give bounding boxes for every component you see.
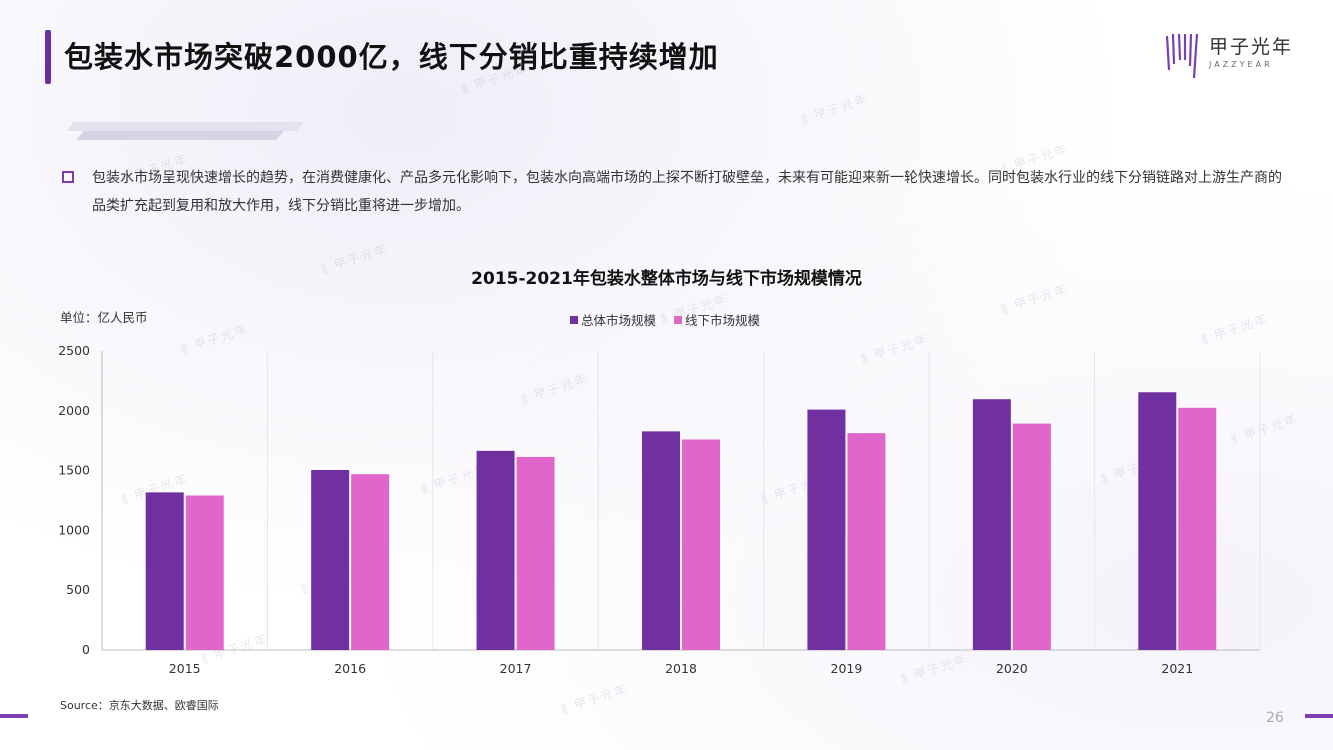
bar-offline-market: [185, 495, 224, 650]
bar-total-market: [1138, 392, 1177, 650]
x-tick-label: 2018: [665, 661, 697, 676]
bar-total-market: [807, 409, 846, 650]
legend-label-offline: 线下市场规模: [685, 313, 761, 328]
legend-swatch-offline: [674, 315, 682, 324]
bar-total-market: [642, 431, 680, 650]
y-tick-label: 0: [82, 642, 90, 657]
y-tick-label: 2000: [58, 403, 90, 418]
x-tick-label: 2020: [996, 661, 1028, 676]
y-tick-label: 2500: [58, 343, 90, 358]
footer-accent-right: [1305, 714, 1333, 718]
page-title: 包装水市场突破2000亿，线下分销比重持续增加: [64, 40, 719, 74]
x-tick-label: 2015: [169, 661, 201, 676]
summary-text: 包装水市场呈现快速增长的趋势，在消费健康化、产品多元化影响下，包装水向高端市场的…: [92, 170, 1282, 214]
bar-total-market: [476, 450, 515, 650]
bar-offline-market: [682, 439, 720, 650]
brand-logo: 甲子光年 JAZZYEAR: [1163, 30, 1293, 82]
source-note: Source：京东大数据、欧睿国际: [60, 699, 219, 712]
bar-total-market: [972, 399, 1011, 650]
logo-text: 甲子光年: [1209, 36, 1294, 58]
legend-item-offline: 线下市场规模: [674, 310, 760, 329]
bullet-icon: [62, 171, 74, 183]
unit-label: 单位：亿人民币: [60, 310, 148, 325]
title-accent-bar: [45, 30, 51, 84]
y-tick-label: 1000: [58, 522, 90, 537]
x-tick-label: 2016: [334, 661, 366, 676]
legend-item-total: 总体市场规模: [570, 310, 656, 329]
legend-label-total: 总体市场规模: [581, 313, 657, 328]
x-tick-label: 2017: [500, 661, 532, 676]
bar-total-market: [145, 492, 184, 650]
y-tick-label: 1500: [58, 463, 90, 478]
logo-subtext: JAZZYEAR: [1209, 60, 1273, 69]
bar-offline-market: [351, 474, 390, 650]
bar-offline-market: [1178, 407, 1217, 650]
x-tick-label: 2021: [1161, 661, 1193, 676]
bar-offline-market: [847, 433, 886, 650]
chart-legend: 总体市场规模 线下市场规模: [570, 310, 774, 329]
bar-total-market: [311, 470, 350, 650]
logo-mark-icon: [1165, 33, 1199, 79]
legend-swatch-total: [570, 315, 578, 324]
bar-offline-market: [516, 456, 555, 650]
footer-accent-left: [0, 714, 28, 718]
chart-title: 2015-2021年包装水整体市场与线下市场规模情况: [471, 269, 862, 289]
x-tick-label: 2019: [831, 661, 863, 676]
y-tick-label: 500: [66, 582, 90, 597]
bar-offline-market: [1012, 423, 1051, 650]
page-number: 26: [1266, 710, 1284, 726]
